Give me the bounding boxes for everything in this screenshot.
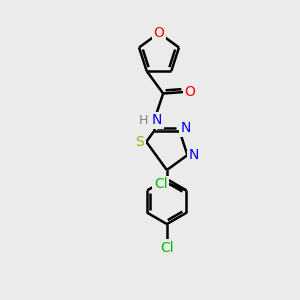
Text: N: N: [152, 113, 162, 128]
Text: Cl: Cl: [160, 241, 174, 255]
Text: N: N: [181, 121, 191, 135]
Text: O: O: [154, 26, 164, 40]
Text: O: O: [185, 85, 196, 99]
Text: H: H: [139, 114, 148, 127]
Text: N: N: [189, 148, 199, 162]
Text: S: S: [135, 135, 144, 149]
Text: Cl: Cl: [154, 177, 168, 191]
